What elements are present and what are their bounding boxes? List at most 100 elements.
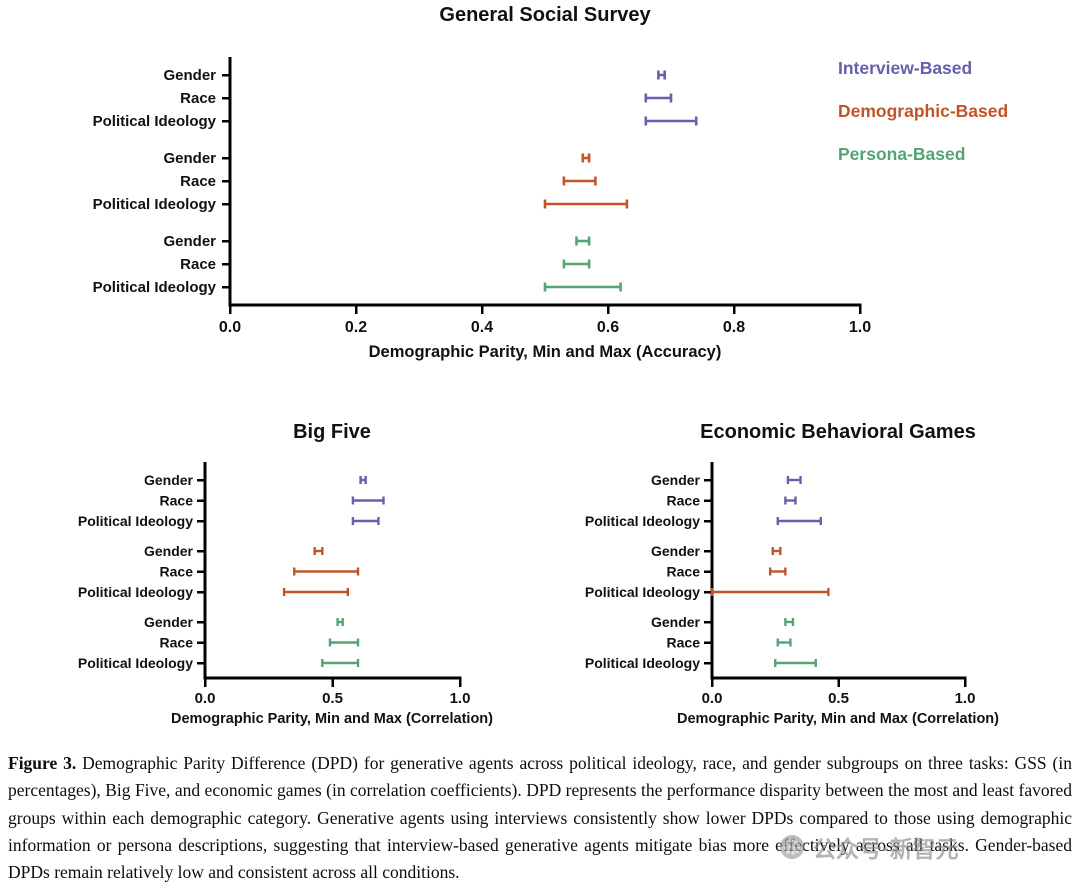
x-tick-label: 0.5 <box>828 690 849 707</box>
y-tick-label: Gender <box>144 543 194 559</box>
y-tick-label: Political Ideology <box>78 655 193 671</box>
x-tick-label: 0.4 <box>471 319 493 336</box>
chart-general-social-survey: General Social Survey Interview-Based De… <box>0 0 1080 390</box>
y-tick-label: Race <box>667 493 701 509</box>
y-tick-label: Race <box>180 256 216 273</box>
watermark-text: 公众号·新智元 <box>813 836 959 862</box>
x-axis-label-big-five: Demographic Parity, Min and Max (Correla… <box>170 711 494 727</box>
chart-economic-behavioral-games: Economic Behavioral Games Demographic Pa… <box>540 415 1080 745</box>
x-tick-label: 1.0 <box>849 319 871 336</box>
y-tick-label: Political Ideology <box>585 584 700 600</box>
range-bar-demographic-based-gender <box>771 547 782 555</box>
x-tick-label: 1.0 <box>450 690 471 707</box>
y-tick-label: Race <box>160 564 194 580</box>
range-bar-interview-based-gender <box>657 70 667 80</box>
axes <box>203 462 462 680</box>
x-ticks: 0.0 0.5 1.0 <box>702 679 976 707</box>
axes <box>710 462 967 680</box>
watermark: 公众号·新智元 <box>778 830 959 864</box>
x-ticks: 0.0 0.5 1.0 <box>195 679 471 707</box>
y-tick-label: Gender <box>144 472 194 488</box>
range-bar-interview-based-race <box>351 496 385 505</box>
x-tick-label: 0.0 <box>195 690 216 707</box>
chart-big-five: Big Five Demographic Parity, Min and Max… <box>0 415 540 745</box>
legend-item-demographic-based: Demographic-Based <box>838 101 1009 121</box>
range-bar-demographic-based-gender <box>581 153 591 163</box>
y-tick-label: Gender <box>163 67 216 84</box>
x-tick-label: 0.2 <box>345 319 367 336</box>
legend: Interview-Based Demographic-Based Person… <box>838 58 1008 187</box>
range-bar-persona-based-political-ideology <box>774 659 817 667</box>
x-tick-label: 0.6 <box>597 319 619 336</box>
legend-item-persona-based: Persona-Based <box>838 144 966 164</box>
range-bar-interview-based-gender <box>359 476 367 484</box>
axes <box>228 57 862 307</box>
y-tick-label: Political Ideology <box>93 196 217 213</box>
x-tick-label: 0.5 <box>322 690 343 707</box>
y-tick-label: Race <box>160 493 194 509</box>
y-tick-label: Political Ideology <box>585 513 700 529</box>
range-bar-demographic-based-political-ideology <box>282 588 349 596</box>
range-bar-persona-based-race <box>776 638 792 647</box>
legend-item-interview-based: Interview-Based <box>838 58 973 78</box>
y-tick-label: Gender <box>163 150 216 167</box>
chart-title-big-five: Big Five <box>293 421 371 443</box>
y-tick-label: Political Ideology <box>585 655 700 671</box>
range-bar-demographic-based-gender <box>313 547 324 555</box>
range-bar-demographic-based-race <box>768 567 787 576</box>
y-tick-label: Political Ideology <box>78 584 193 600</box>
range-bar-interview-based-political-ideology <box>644 116 698 126</box>
range-bar-persona-based-gender <box>575 236 591 246</box>
range-bar-persona-based-political-ideology <box>543 282 622 292</box>
range-bar-interview-based-race <box>784 496 797 505</box>
y-tick-label: Race <box>667 564 701 580</box>
range-bars <box>710 476 830 667</box>
x-ticks: 0.0 0.2 0.4 0.6 0.8 1.0 <box>219 306 871 336</box>
y-tick-label: Gender <box>651 543 701 559</box>
figure-caption-label: Figure 3. <box>8 753 77 773</box>
x-axis-label-gss: Demographic Parity, Min and Max (Accurac… <box>368 343 722 361</box>
figure-caption: Figure 3. Demographic Parity Difference … <box>8 750 1072 886</box>
y-tick-label: Gender <box>163 233 216 250</box>
y-tick-label: Political Ideology <box>78 513 193 529</box>
range-bars <box>282 476 385 667</box>
y-tick-label: Race <box>667 635 701 651</box>
chart-title-econ-games: Economic Behavioral Games <box>700 421 976 443</box>
range-bar-demographic-based-race <box>562 176 597 186</box>
range-bar-interview-based-political-ideology <box>776 517 822 525</box>
y-tick-labels: Gender Race Political Ideology Gender Race Po… <box>585 472 712 671</box>
y-tick-label: Race <box>180 90 216 107</box>
chart-canvas: 0.0 0.2 0.4 0.6 0.8 1.0 Gender Race Political Id… <box>93 57 871 336</box>
chart-title-gss: General Social Survey <box>439 4 651 26</box>
x-tick-label: 1.0 <box>955 690 976 707</box>
y-tick-label: Race <box>180 173 216 190</box>
range-bar-persona-based-race <box>328 638 360 647</box>
x-axis-label-econ-games: Demographic Parity, Min and Max (Correla… <box>676 711 1000 727</box>
y-tick-labels: Gender Race Political Ideology Gender Race Po… <box>93 67 230 296</box>
range-bar-interview-based-political-ideology <box>351 517 380 525</box>
range-bar-persona-based-political-ideology <box>321 659 360 667</box>
figure-caption-text: Demographic Parity Difference (DPD) for … <box>8 753 1072 883</box>
y-tick-label: Political Ideology <box>93 279 217 296</box>
y-tick-label: Political Ideology <box>93 113 217 130</box>
range-bar-persona-based-race <box>562 259 591 269</box>
range-bars <box>543 70 698 292</box>
x-tick-label: 0.0 <box>702 690 723 707</box>
range-bar-demographic-based-political-ideology <box>710 588 830 596</box>
x-tick-label: 0.0 <box>219 319 241 336</box>
y-tick-labels: Gender Race Political Ideology Gender Race Po… <box>78 472 205 671</box>
y-tick-label: Race <box>160 635 194 651</box>
range-bar-persona-based-gender <box>784 618 795 626</box>
range-bar-persona-based-gender <box>336 618 344 626</box>
range-bar-interview-based-gender <box>786 476 802 484</box>
x-tick-label: 0.8 <box>723 319 745 336</box>
watermark-logo-icon <box>778 833 806 861</box>
y-tick-label: Gender <box>651 472 701 488</box>
range-bar-demographic-based-race <box>293 567 360 576</box>
range-bar-interview-based-race <box>644 93 673 103</box>
y-tick-label: Gender <box>651 614 701 630</box>
range-bar-demographic-based-political-ideology <box>543 199 629 209</box>
y-tick-label: Gender <box>144 614 194 630</box>
